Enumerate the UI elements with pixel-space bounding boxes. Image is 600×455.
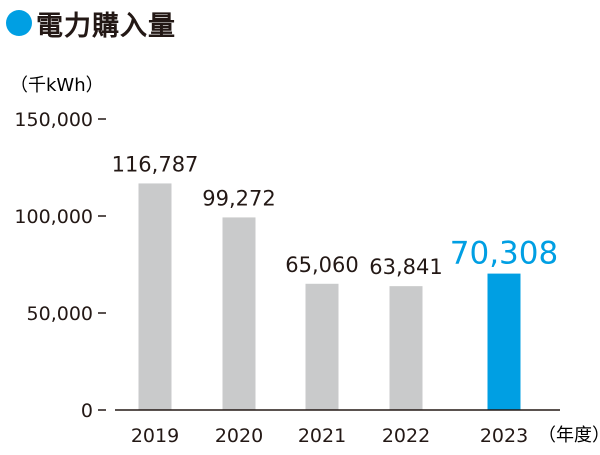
bar-2019 [138,183,172,410]
data-label-2019: 116,787 [112,152,199,176]
y-axis: 0 50,000 100,000 150,000 [14,109,106,422]
bar-2023 [487,273,521,410]
x-tick-label: 2021 [298,425,346,447]
x-axis: 2019 2020 2021 2022 2023 [115,409,560,447]
y-tick-label: 150,000 [14,109,93,131]
x-tick-label: 2022 [382,425,430,447]
chart-title: 電力購入量 [36,10,176,42]
y-tick-label: 50,000 [27,303,93,325]
x-tick-label: 2023 [480,425,528,447]
chart-title-row: 電力購入量 [6,6,176,42]
bar-2020 [222,217,256,410]
data-label-2022: 63,841 [369,255,442,279]
data-label-2023: 70,308 [450,236,558,272]
x-unit-label: （年度） [538,425,600,446]
y-tick-label: 100,000 [14,206,93,228]
data-label-2021: 65,060 [285,253,358,277]
bar-2022 [389,286,423,410]
data-label-2020: 99,272 [202,186,275,210]
bar-2021 [305,283,339,410]
x-tick-label: 2019 [131,425,179,447]
y-unit-label: （千kWh） [10,75,104,96]
x-tick-label: 2020 [215,425,263,447]
title-bullet-icon [6,10,32,36]
y-tick-label: 0 [81,400,93,422]
